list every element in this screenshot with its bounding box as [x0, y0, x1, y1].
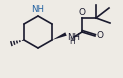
Text: O: O: [97, 32, 103, 40]
Polygon shape: [52, 32, 67, 40]
Text: H: H: [69, 38, 75, 46]
Text: NH: NH: [31, 6, 45, 15]
Text: O: O: [78, 8, 85, 17]
Text: NH: NH: [67, 33, 80, 41]
